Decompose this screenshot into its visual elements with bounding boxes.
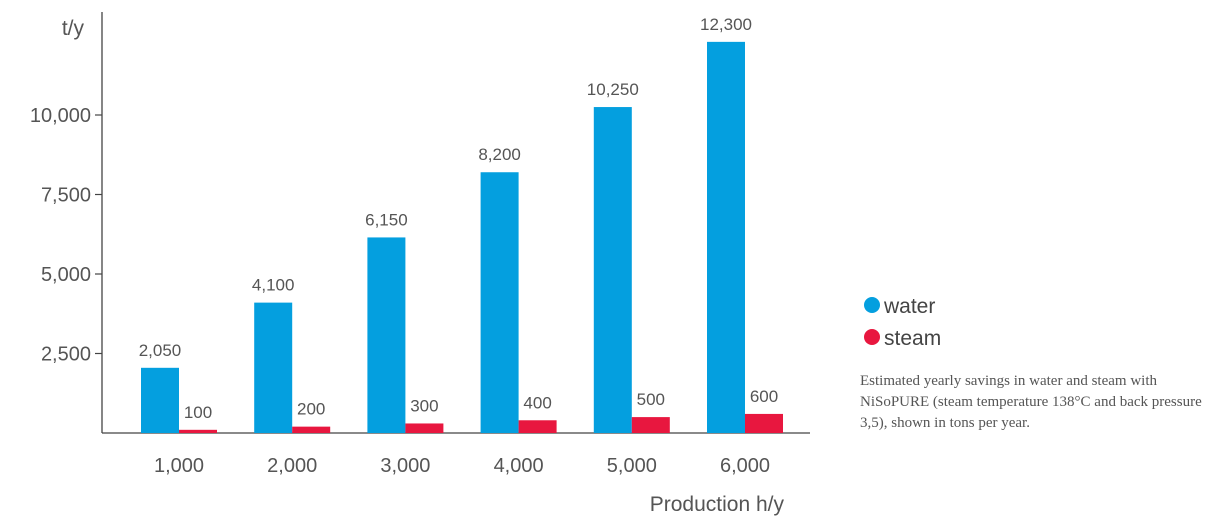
data-labels: 2,050 100 4,100 200 6,150 300 8,200 400 10,250 50… xyxy=(139,15,778,422)
steam-data-label: 400 xyxy=(523,393,551,412)
steam-bar xyxy=(631,417,670,433)
water-data-label: 10,250 xyxy=(587,80,639,99)
steam-bar xyxy=(745,413,783,433)
water-bar xyxy=(367,237,406,433)
water-bar xyxy=(707,41,745,434)
x-tick-label: 4,000 xyxy=(494,455,544,477)
y-tick-label: 10,000 xyxy=(30,105,91,127)
bars xyxy=(141,41,783,434)
chart-note: Estimated yearly savings in water and st… xyxy=(860,373,1202,431)
water-data-label: 2,050 xyxy=(139,341,182,360)
steam-data-label: 600 xyxy=(750,387,778,406)
x-tick-label: 5,000 xyxy=(607,455,657,477)
steam-bar xyxy=(292,426,331,433)
y-axis-title: t/y xyxy=(62,17,85,40)
water-bar xyxy=(480,172,519,434)
water-data-label: 12,300 xyxy=(700,15,752,34)
axes xyxy=(101,12,810,434)
steam-data-label: 500 xyxy=(637,390,665,409)
water-data-label: 8,200 xyxy=(478,145,521,164)
x-tick-label: 6,000 xyxy=(720,455,770,477)
x-axis-ticks: 1,000 2,000 3,000 4,000 5,000 6,000 xyxy=(154,455,770,477)
steam-bar xyxy=(405,423,444,433)
y-axis-ticks: 2,500 5,000 7,500 10,000 xyxy=(30,105,102,366)
water-data-label: 6,150 xyxy=(365,210,408,229)
steam-data-label: 300 xyxy=(410,396,438,415)
water-legend-label: water xyxy=(883,295,935,318)
water-bar xyxy=(254,302,293,433)
steam-data-label: 100 xyxy=(184,403,212,422)
x-tick-label: 3,000 xyxy=(380,455,430,477)
water-data-label: 4,100 xyxy=(252,276,295,295)
water-bar xyxy=(141,367,179,433)
steam-data-label: 200 xyxy=(297,400,325,419)
y-tick-label: 2,500 xyxy=(41,344,91,366)
steam-legend-swatch xyxy=(864,329,880,345)
water-bar xyxy=(593,107,632,434)
y-tick-label: 5,000 xyxy=(41,264,91,286)
legend: water steam xyxy=(864,295,941,350)
steam-bar xyxy=(179,429,217,433)
x-tick-label: 1,000 xyxy=(154,455,204,477)
x-axis-title: Production h/y xyxy=(650,493,785,516)
x-tick-label: 2,000 xyxy=(267,455,317,477)
y-tick-label: 7,500 xyxy=(41,185,91,207)
water-legend-swatch xyxy=(864,297,880,313)
steam-bar xyxy=(518,420,557,433)
steam-legend-label: steam xyxy=(884,327,941,350)
